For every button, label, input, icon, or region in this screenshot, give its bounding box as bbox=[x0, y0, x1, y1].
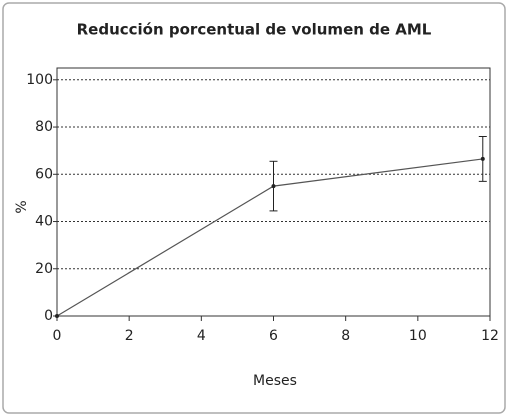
x-tick-label: 2 bbox=[125, 328, 134, 344]
x-tick-label: 10 bbox=[409, 328, 427, 344]
error-bar bbox=[478, 135, 487, 182]
y-tick-label: 20 bbox=[35, 261, 53, 277]
data-point bbox=[55, 314, 59, 318]
x-tick-label: 6 bbox=[269, 328, 278, 344]
error-bar bbox=[269, 160, 278, 212]
x-axis-label: Meses bbox=[253, 373, 297, 389]
frame bbox=[2, 2, 506, 414]
y-tick-label: 60 bbox=[35, 166, 53, 182]
data-line bbox=[56, 158, 483, 317]
x-tick-label: 12 bbox=[481, 328, 499, 344]
x-tick-label: 8 bbox=[341, 328, 350, 344]
x-tick-label: 0 bbox=[53, 328, 62, 344]
y-tick-label: 0 bbox=[44, 308, 53, 324]
y-tick-label: 80 bbox=[35, 119, 53, 135]
chart-title: Reducción porcentual de volumen de AML bbox=[77, 21, 432, 39]
y-tick-label: 100 bbox=[26, 72, 53, 88]
x-tick-label: 4 bbox=[197, 328, 206, 344]
y-axis-label: % bbox=[14, 200, 30, 213]
y-tick-label: 40 bbox=[35, 214, 53, 230]
